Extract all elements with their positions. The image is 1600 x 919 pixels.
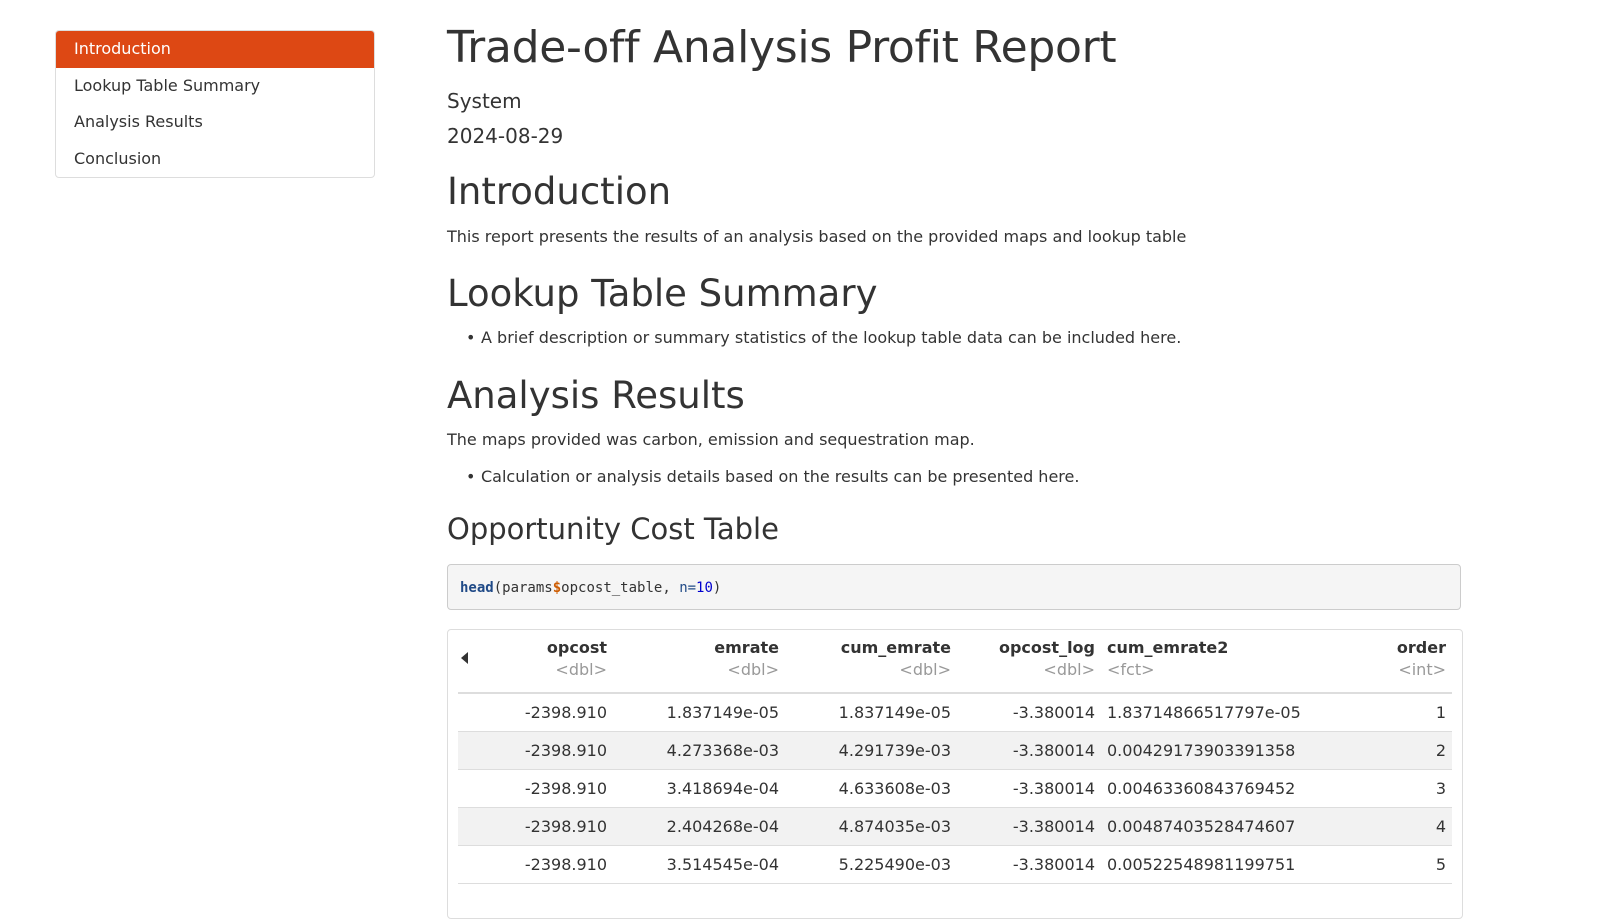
table-row: -2398.910 3.418694e-04 4.633608e-03 -3.3… (458, 769, 1452, 808)
table-cell: -3.380014 (957, 769, 1101, 808)
table-cell: -3.380014 (957, 693, 1101, 732)
column-header-cum-emrate[interactable]: cum_emrate <dbl> (840, 638, 951, 679)
table-cell: -3.380014 (957, 731, 1101, 770)
table-cell: 3 (1331, 769, 1452, 808)
heading-analysis-results: Analysis Results (447, 374, 745, 417)
column-header-order[interactable]: order <int> (1396, 638, 1446, 679)
heading-introduction: Introduction (447, 170, 672, 213)
code-function: head (460, 580, 494, 596)
table-cell: 0.00487403528474607 (1101, 807, 1331, 846)
table-cell: -2398.910 (458, 769, 613, 808)
table-row: -2398.910 2.404268e-04 4.874035e-03 -3.3… (458, 807, 1452, 846)
toc-item-analysis-results[interactable]: Analysis Results (74, 112, 203, 131)
table-cell: 4.273368e-03 (613, 731, 785, 770)
table-cell: 3.418694e-04 (613, 769, 785, 808)
column-header-cum-emrate2[interactable]: cum_emrate2 <fct> (1107, 638, 1229, 679)
table-cell: -3.380014 (957, 845, 1101, 884)
page-title: Trade-off Analysis Profit Report (447, 22, 1117, 73)
table-cell: 1.837149e-05 (613, 693, 785, 732)
table-cell: -3.380014 (957, 807, 1101, 846)
table-cell: 2 (1331, 731, 1452, 770)
table-cell: 2.404268e-04 (613, 807, 785, 846)
table-cell: 0.00522548981199751 (1101, 845, 1331, 884)
table-cell: 1 (1331, 693, 1452, 732)
table-cell: 4 (1331, 807, 1452, 846)
data-table-container: opcost <dbl> emrate <dbl> cum_emrate <dbl> … (447, 629, 1463, 919)
toc-item-introduction[interactable]: Introduction (56, 31, 374, 68)
code-field: opcost_table, (561, 580, 680, 596)
table-row: -2398.910 1.837149e-05 1.837149e-05 -3.3… (458, 693, 1452, 732)
code-close: ) (712, 580, 722, 596)
lookup-bullet: A brief description or summary statistic… (466, 328, 1181, 347)
column-header-emrate[interactable]: emrate <dbl> (714, 638, 779, 679)
table-cell: 0.00429173903391358 (1101, 731, 1331, 770)
heading-lookup-table-summary: Lookup Table Summary (447, 272, 878, 315)
toc-item-lookup-table-summary[interactable]: Lookup Table Summary (74, 75, 261, 95)
code-operator: $ (552, 580, 562, 596)
table-cell: 5 (1331, 845, 1452, 884)
introduction-text: This report presents the results of an a… (447, 227, 1187, 246)
table-cell: 5.225490e-03 (785, 845, 957, 884)
table-header-row: opcost <dbl> emrate <dbl> cum_emrate <dbl> … (458, 630, 1452, 693)
previous-columns-icon[interactable] (461, 652, 468, 664)
table-of-contents: Introduction Lookup Table Summary Analys… (55, 30, 375, 178)
opcost-table: opcost <dbl> emrate <dbl> cum_emrate <dbl> … (458, 630, 1452, 884)
table-cell: 4.874035e-03 (785, 807, 957, 846)
table-cell: -2398.910 (458, 807, 613, 846)
heading-opportunity-cost-table: Opportunity Cost Table (447, 512, 779, 546)
table-cell: 1.837149e-05 (785, 693, 957, 732)
table-cell: 3.514545e-04 (613, 845, 785, 884)
code-number: 10 (696, 580, 713, 596)
table-row: -2398.910 4.273368e-03 4.291739e-03 -3.3… (458, 731, 1452, 770)
table-cell: 1.83714866517797e-05 (1101, 693, 1331, 732)
column-header-opcost-log[interactable]: opcost_log <dbl> (998, 638, 1095, 679)
code-argument: n= (679, 580, 697, 596)
column-header-opcost[interactable]: opcost <dbl> (546, 638, 607, 679)
table-cell: 4.291739e-03 (785, 731, 957, 770)
toc-item-conclusion[interactable]: Conclusion (74, 148, 162, 168)
code-open: (params (493, 580, 553, 596)
table-cell: -2398.910 (458, 845, 613, 884)
code-block: head(params$opcost_table, n=10) (447, 564, 1461, 610)
analysis-bullet: Calculation or analysis details based on… (466, 467, 1079, 486)
table-cell: -2398.910 (458, 731, 613, 770)
report-date: 2024-08-29 (447, 124, 564, 148)
analysis-text: The maps provided was carbon, emission a… (447, 430, 975, 449)
table-cell: 4.633608e-03 (785, 769, 957, 808)
table-cell: -2398.910 (458, 693, 613, 732)
report-author: System (447, 89, 522, 113)
table-row: -2398.910 3.514545e-04 5.225490e-03 -3.3… (458, 845, 1452, 884)
table-cell: 0.00463360843769452 (1101, 769, 1331, 808)
